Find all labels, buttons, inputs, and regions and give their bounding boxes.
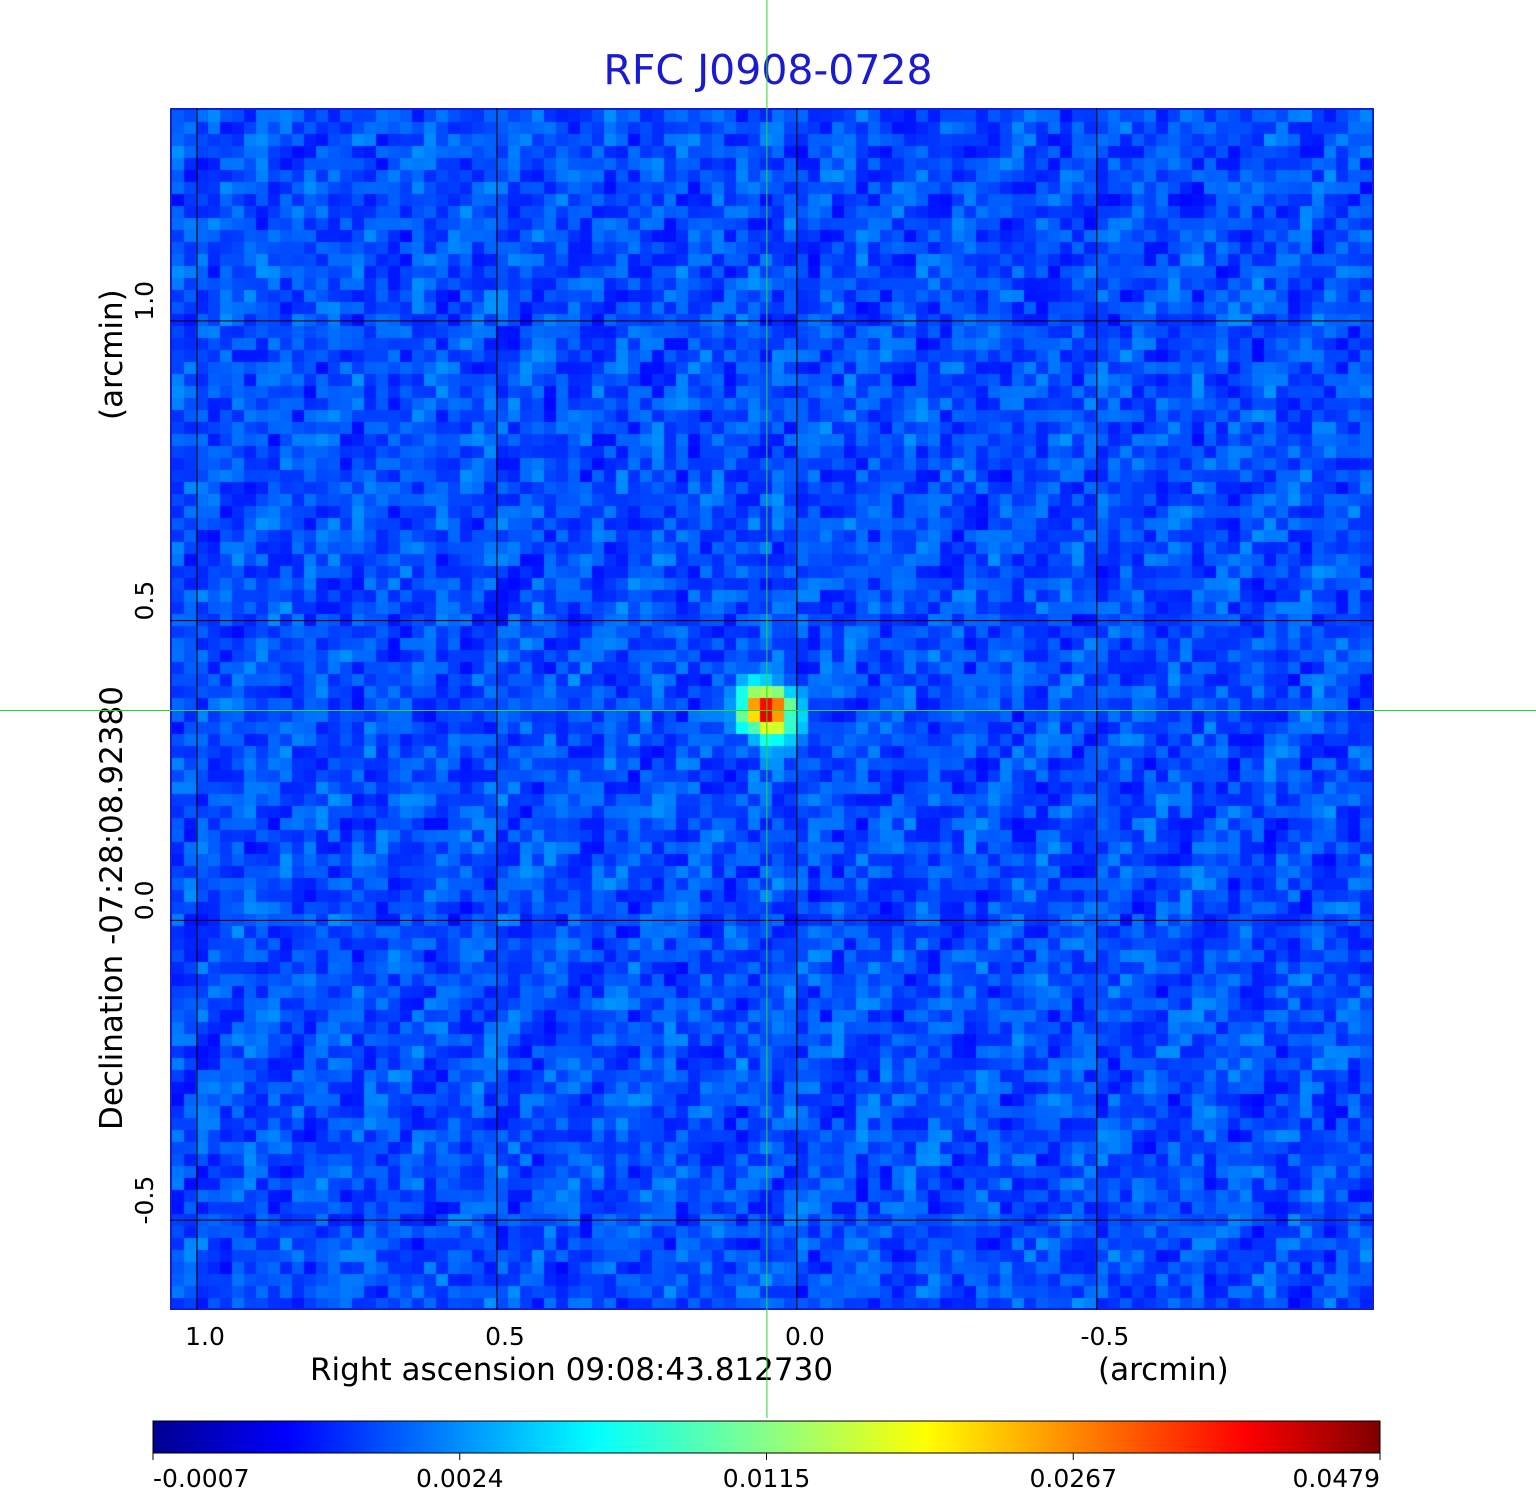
y-tick-label: 0.5: [130, 581, 159, 621]
y-axis-unit-label: (arcmin): [94, 289, 130, 420]
axis-labels: Right ascension 09:08:43.812730 (arcmin)…: [94, 289, 1229, 1388]
y-tick-label: -0.5: [130, 1176, 159, 1225]
y-tick-label: 0.0: [130, 880, 159, 920]
colorbar-tick-label: 0.0115: [723, 1464, 810, 1493]
image-frame: [170, 108, 1374, 1310]
intensity-map: [172, 110, 1372, 1308]
colorbar-tick-label: 0.0267: [1030, 1464, 1117, 1493]
x-axis-unit-label: (arcmin): [1098, 1352, 1229, 1388]
grid-lines: [170, 108, 1374, 1310]
x-tick-label: 0.5: [485, 1322, 525, 1351]
x-axis-label: Right ascension 09:08:43.812730: [310, 1352, 833, 1388]
colorbar-tick-label: 0.0024: [416, 1464, 503, 1493]
x-tick-label: -0.5: [1080, 1322, 1129, 1351]
colorbar-tick-label: 0.0479: [1293, 1464, 1380, 1493]
colorbar: [152, 1420, 1381, 1454]
colorbar-ticks: -0.0007 0.0024 0.0115 0.0267 0.0479: [152, 1453, 1381, 1493]
x-axis-ticks: 1.0 0.5 0.0 -0.5: [185, 1322, 1129, 1351]
crosshair: [0, 0, 1536, 1418]
x-tick-label: 0.0: [785, 1322, 825, 1351]
y-axis-ticks: 1.0 0.5 0.0 -0.5: [130, 281, 159, 1225]
y-tick-label: 1.0: [130, 281, 159, 321]
x-tick-label: 1.0: [185, 1322, 225, 1351]
chart-title: RFC J0908-0728: [603, 46, 933, 94]
colorbar-tick-label: -0.0007: [153, 1464, 250, 1493]
y-axis-label: Declination -07:28:08.92380: [94, 686, 130, 1130]
